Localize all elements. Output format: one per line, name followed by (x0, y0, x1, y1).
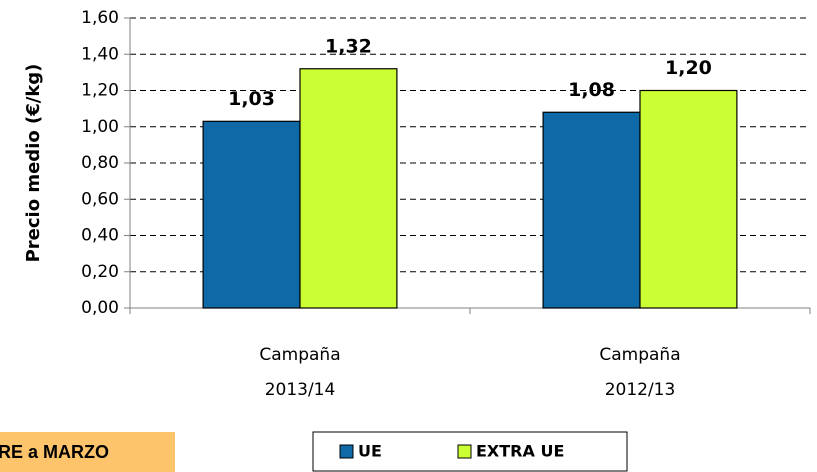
y-tick-label: 1,40 (81, 44, 119, 64)
y-tick-label: 0,20 (81, 262, 119, 282)
legend-label: UE (358, 442, 382, 461)
value-label: 1,08 (568, 79, 615, 101)
y-tick-label: 0,40 (81, 226, 119, 246)
bar (542, 111, 641, 309)
legend-label: EXTRA UE (476, 442, 564, 461)
y-tick-label: 0,60 (81, 189, 119, 209)
x-tick-label: Campaña (259, 345, 340, 365)
legend-swatch (457, 444, 472, 459)
annotation-box (0, 432, 175, 472)
y-axis-label: Precio medio (€/kg) (23, 64, 44, 263)
value-label: 1,20 (665, 57, 712, 79)
legend-swatch (339, 444, 354, 459)
y-tick-label: 1,20 (81, 81, 119, 101)
bar (639, 89, 738, 309)
annotation: RE a MARZO (0, 442, 109, 462)
y-tick-label: 0,80 (81, 153, 119, 173)
value-label: 1,03 (228, 88, 275, 110)
y-tick-label: 1,00 (81, 117, 119, 137)
bar (202, 120, 301, 309)
value-label: 1,32 (325, 35, 372, 57)
x-tick-label: Campaña (599, 345, 680, 365)
bar (299, 68, 398, 309)
y-tick-label: 1,60 (81, 8, 119, 28)
y-tick-label: 0,00 (81, 298, 119, 318)
x-tick-label: 2012/13 (605, 380, 676, 400)
x-tick-label: 2013/14 (265, 380, 336, 400)
